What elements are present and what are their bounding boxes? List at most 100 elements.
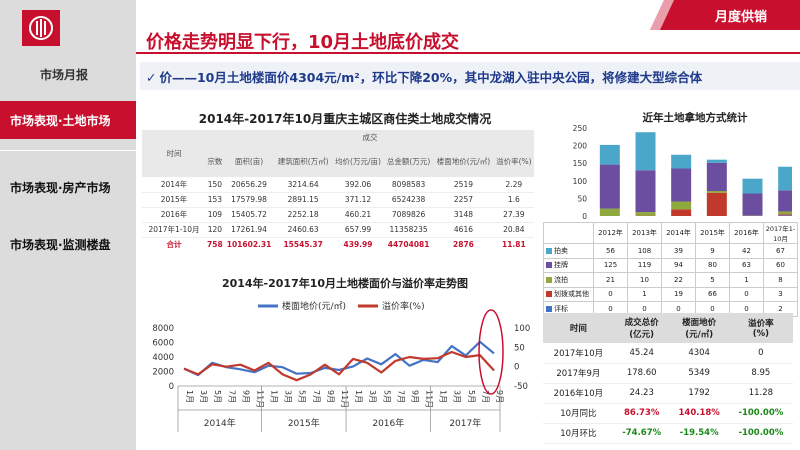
y-tick-label: 50: [577, 194, 587, 203]
x-tick-label: 9月: [495, 390, 504, 403]
legend-label: 拍卖: [554, 246, 568, 255]
page-title: 价格走势明显下行，10月土地底价成交: [146, 32, 460, 53]
table-cell: 392.06: [332, 177, 385, 193]
table-row: 10月同比 86.73% 140.18% -100.00%: [543, 403, 793, 424]
sidebar: 市场月报 市场表现·土地市场 市场表现·房产市场 市场表现·监测楼盘: [0, 0, 136, 450]
x-tick-label: 11月: [340, 390, 349, 408]
table-cell: 45.24: [613, 343, 670, 364]
table-cell: 1.6: [493, 192, 534, 208]
line-chart-title: 2014年-2017年10月土地楼面价与溢价率走势图: [221, 277, 469, 290]
sidebar-item-land-market[interactable]: 市场表现·土地市场: [0, 101, 136, 139]
table-cell: 758: [206, 236, 224, 252]
price-premium-line-chart: 楼面地价(元/㎡) 溢价率(%) 0 2000 4000 6000 8000 -50 0 50 10…: [152, 300, 530, 432]
table-row: 2014年 150 20656.29 3214.64 392.06 8098583 2519…: [142, 177, 534, 193]
y-tick-label: 100: [573, 177, 588, 186]
x-tick-label: 7月: [396, 390, 405, 403]
x-tick-label: 11月: [255, 390, 264, 408]
table-row: 2015年 153 17579.98 2891.15 371.12 6524238 2257…: [142, 192, 534, 208]
table-cell: 0: [728, 343, 793, 364]
brand-logo: [22, 10, 60, 46]
year-label: 2016年: [372, 417, 404, 429]
table-row: 2017年10月 45.24 4304 0: [543, 343, 793, 364]
column-header: 总金额(万元): [384, 145, 434, 177]
y2-tick-label: -50: [514, 382, 528, 392]
table-cell: 44704081: [384, 236, 434, 252]
table-cell: 140.18%: [669, 403, 729, 424]
bar-segment: [671, 209, 692, 216]
sidebar-item-label: 市场表现·监测楼盘: [10, 237, 111, 252]
legend-entry: 划拨或其他: [543, 286, 594, 302]
x-tick-label: 5月: [298, 390, 307, 403]
sidebar-item-label: 市场表现·土地市场: [10, 113, 111, 128]
table-cell: 8098583: [384, 177, 434, 193]
sidebar-item-property-market[interactable]: 市场表现·房产市场: [0, 168, 136, 206]
bar-segment: [778, 190, 792, 212]
x-tick-label: 9月: [241, 390, 250, 403]
table-cell: 5349: [669, 363, 729, 384]
table-cell: -100.00%: [728, 423, 793, 444]
data-label: 56: [593, 243, 628, 259]
table-cell: 120: [206, 222, 224, 238]
bar-segment: [742, 178, 763, 194]
data-label: 80: [695, 257, 730, 273]
data-label: 3: [763, 286, 798, 302]
bar-chart-data-table: 2012年 2013年 2014年 2015年 2016年 2017年1-10月 拍卖 56 1…: [543, 222, 798, 317]
table-cell: 439.99: [332, 236, 385, 252]
table-cell: 10月环比: [543, 423, 614, 444]
column-header: 成交总价 (亿元): [613, 313, 670, 343]
legend-label: 楼面地价(元/㎡): [282, 300, 346, 312]
bar-segment: [599, 164, 620, 209]
table-cell: 20656.29: [223, 177, 275, 193]
table-cell: 460.21: [332, 207, 385, 223]
table-header-row: 宗数 面积(亩) 建筑面积(万㎡) 均价(万元/亩) 总金额(万元) 楼面地价(…: [142, 145, 534, 177]
data-label: 22: [661, 272, 696, 288]
sidebar-item-label: 市场表现·房产市场: [10, 180, 111, 195]
bar-segment: [778, 166, 792, 191]
time-header: 时间: [142, 130, 206, 177]
table-cell: 24.23: [613, 383, 670, 404]
table-cell: 11.81: [493, 236, 534, 252]
legend-label: 流拍: [554, 275, 568, 284]
table-cell: 150: [206, 177, 224, 193]
data-label: 21: [593, 272, 628, 288]
table-cell: 7089826: [384, 207, 434, 223]
table-row: 流拍 21 10 22 5 1 8: [543, 272, 798, 288]
x-tick-label: 1月: [439, 390, 448, 403]
table-row: 2016年 109 15405.72 2252.18 460.21 7089826 3148…: [142, 207, 534, 223]
table-cell: 2014年: [142, 177, 206, 193]
year-label: 2014年: [204, 417, 236, 429]
legend-swatch: [546, 291, 552, 298]
table-cell: 178.60: [613, 363, 670, 384]
legend-label: 挂牌: [554, 261, 568, 270]
divider: [0, 150, 136, 151]
y-tick-label: 0: [582, 212, 587, 221]
legend-label: 溢价率(%): [382, 300, 425, 312]
data-label: 42: [729, 243, 764, 259]
table-cell: 2016年10月: [543, 383, 614, 404]
legend-entry: 拍卖: [543, 243, 594, 259]
table-header-row: 时间 成交: [142, 130, 534, 177]
table-cell: 371.12: [332, 192, 385, 208]
column-header: 溢价率 (%): [728, 313, 793, 343]
x-tick-label: 2013年: [627, 222, 662, 244]
subtitle-text: 价——10月土地楼面价4304元/m²，环比下降20%，其中龙湖入驻中央公园，将…: [159, 70, 703, 85]
x-tick-label: 2017年1-10月: [763, 222, 798, 244]
highlight-ellipse: [478, 309, 504, 395]
sidebar-item-monitored-projects[interactable]: 市场表现·监测楼盘: [0, 225, 136, 263]
bar-segment: [671, 201, 692, 210]
subtitle-bar: [140, 62, 800, 90]
column-header: 溢价率(%): [493, 145, 534, 177]
table-cell: 27.39: [493, 207, 534, 223]
x-tick-label: 3月: [199, 390, 208, 403]
table-cell: 2519: [433, 177, 494, 193]
x-tick-label: 1月: [270, 390, 279, 403]
corner-banner: [650, 0, 800, 30]
legend-swatch: [546, 276, 552, 283]
table-cell: 11.28: [728, 383, 793, 404]
table-cell: 2891.15: [274, 192, 332, 208]
table-cell: -100.00%: [728, 403, 793, 424]
legend-swatch: [546, 262, 552, 269]
x-tick-label: 2016年: [729, 222, 764, 244]
bar-segment: [599, 208, 620, 216]
bar-segment: [706, 159, 727, 163]
